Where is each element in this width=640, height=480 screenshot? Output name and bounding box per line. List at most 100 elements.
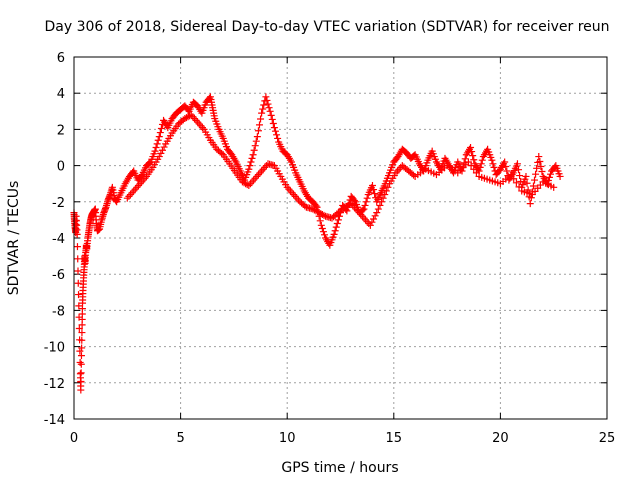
data-point xyxy=(334,216,342,224)
data-point xyxy=(556,172,564,180)
data-point xyxy=(262,93,270,101)
y-tick-label: 4 xyxy=(57,87,65,102)
data-point xyxy=(458,167,466,175)
data-point xyxy=(156,129,164,137)
data-point xyxy=(507,171,515,179)
data-point xyxy=(379,194,387,202)
data-point xyxy=(368,182,376,190)
data-point xyxy=(536,158,544,166)
data-point xyxy=(186,112,194,120)
data-point xyxy=(158,146,166,154)
data-point xyxy=(154,136,162,144)
data-point xyxy=(515,183,523,191)
data-point xyxy=(252,137,260,145)
data-point xyxy=(268,115,276,123)
data-point xyxy=(350,196,358,204)
data-point xyxy=(550,183,558,191)
data-point xyxy=(153,140,161,148)
data-point xyxy=(531,176,539,184)
y-tick-label: 0 xyxy=(57,160,65,175)
data-point xyxy=(370,215,378,223)
data-point xyxy=(245,165,253,173)
data-point xyxy=(503,167,511,175)
data-point xyxy=(526,200,534,208)
data-point xyxy=(522,172,530,180)
data-point xyxy=(515,166,523,174)
data-point xyxy=(469,152,477,160)
data-point xyxy=(363,194,371,202)
data-point xyxy=(361,201,369,209)
data-point xyxy=(243,181,251,189)
data-point xyxy=(332,223,340,231)
data-point xyxy=(74,255,82,263)
data-point xyxy=(248,154,256,162)
data-point xyxy=(77,352,85,360)
data-point xyxy=(318,224,326,232)
data-point xyxy=(368,218,376,226)
data-point xyxy=(317,221,325,229)
x-tick-label: 10 xyxy=(279,431,296,446)
data-point xyxy=(359,206,367,214)
data-point xyxy=(533,164,541,172)
data-point xyxy=(346,201,354,209)
data-point xyxy=(320,211,328,219)
data-point xyxy=(532,170,540,178)
data-point xyxy=(258,109,266,117)
data-point xyxy=(247,158,255,166)
data-point xyxy=(273,131,281,139)
data-point xyxy=(155,153,163,161)
data-point xyxy=(477,160,485,168)
y-tick-label: -14 xyxy=(44,413,65,428)
data-point xyxy=(370,186,378,194)
data-point xyxy=(157,149,165,157)
data-point xyxy=(274,134,282,142)
data-point xyxy=(316,217,324,225)
data-point xyxy=(360,205,368,213)
data-point xyxy=(331,227,339,235)
data-point xyxy=(254,127,262,135)
y-tick-label: -6 xyxy=(52,268,65,283)
data-point xyxy=(75,291,83,299)
x-tick-label: 15 xyxy=(386,431,403,446)
y-axis-label: SDTVAR / TECUs xyxy=(6,181,22,296)
y-tick-label: -4 xyxy=(52,232,65,247)
y-tick-label: 2 xyxy=(57,123,65,138)
data-point xyxy=(464,158,472,166)
data-point xyxy=(547,170,555,178)
data-point xyxy=(374,205,382,213)
data-point xyxy=(468,148,476,156)
plot-frame xyxy=(73,56,608,420)
data-point xyxy=(330,230,338,238)
data-point xyxy=(270,124,278,132)
chart-title: Day 306 of 2018, Sidereal Day-to-day VTE… xyxy=(44,19,609,35)
data-point xyxy=(488,156,496,164)
data-point xyxy=(155,133,163,141)
data-point xyxy=(246,162,254,170)
data-point xyxy=(319,228,327,236)
data-point xyxy=(461,155,469,163)
data-point xyxy=(376,201,384,209)
data-point xyxy=(265,104,273,112)
y-tick-label: -10 xyxy=(44,341,65,356)
data-point xyxy=(467,144,475,151)
data-point xyxy=(75,325,83,332)
data-point xyxy=(476,163,484,171)
data-point xyxy=(501,158,509,166)
data-point xyxy=(269,120,277,128)
data-point xyxy=(253,133,261,141)
y-tick-label: 6 xyxy=(57,51,65,66)
data-point xyxy=(77,360,85,368)
data-point xyxy=(472,169,480,177)
data-point xyxy=(255,121,263,129)
data-point xyxy=(373,209,381,217)
x-axis-label: GPS time / hours xyxy=(281,460,398,476)
data-point xyxy=(489,160,497,168)
data-point xyxy=(205,94,213,102)
data-point xyxy=(73,243,81,251)
data-point xyxy=(78,336,86,344)
data-point xyxy=(77,377,85,385)
data-point xyxy=(146,159,154,167)
x-tick-label: 0 xyxy=(70,431,78,446)
data-point xyxy=(73,230,81,238)
